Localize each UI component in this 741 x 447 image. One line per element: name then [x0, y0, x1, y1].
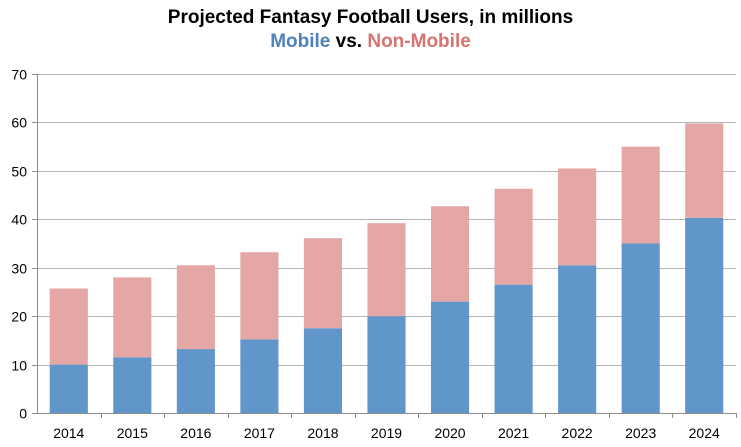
chart-title: Projected Fantasy Football Users, in mil… [167, 7, 574, 28]
y-tick-labels: 0 10 20 30 40 50 60 70 [11, 67, 27, 422]
bar-mobile-2014 [49, 364, 88, 413]
bar-non-mobile-2015 [113, 277, 152, 358]
bar-non-mobile-2024 [685, 123, 724, 218]
x-tick-label-2018: 2018 [307, 425, 338, 441]
y-tick-label-70: 70 [11, 67, 27, 83]
bar-mobile-2017 [240, 339, 279, 413]
subtitle-non-mobile: Non-Mobile [367, 31, 471, 52]
bar-non-mobile-2021 [494, 188, 533, 285]
bar-non-mobile-2020 [430, 206, 470, 302]
x-tick-label-2021: 2021 [498, 425, 529, 441]
subtitle-connector: vs. [330, 31, 368, 52]
y-tick-label-40: 40 [11, 212, 27, 228]
bar-mobile-2020 [430, 301, 470, 413]
bar-mobile-2023 [621, 243, 660, 413]
bar-mobile-2015 [113, 357, 152, 413]
chart-title-block: Projected Fantasy Football Users, in mil… [0, 6, 741, 54]
bar-non-mobile-2019 [367, 223, 406, 317]
x-tick-label-2017: 2017 [244, 425, 275, 441]
x-tick-label-2014: 2014 [53, 425, 84, 441]
bar-non-mobile-2016 [176, 265, 215, 350]
chart-subtitle: Mobile vs. Non-Mobile [0, 30, 741, 54]
bar-mobile-2024 [685, 217, 724, 413]
bar-mobile-2018 [303, 328, 343, 413]
axes [32, 74, 737, 418]
y-tick-label-20: 20 [11, 309, 27, 325]
grid-lines [37, 74, 736, 366]
bar-mobile-2022 [558, 265, 597, 413]
y-tick-label-0: 0 [19, 406, 27, 422]
x-tick-label-2015: 2015 [117, 425, 148, 441]
x-tick-label-2024: 2024 [689, 425, 720, 441]
bar-mobile-2019 [367, 316, 406, 413]
x-tick-label-2016: 2016 [180, 425, 211, 441]
bars [49, 123, 724, 413]
x-tick-label-2022: 2022 [562, 425, 593, 441]
bar-mobile-2016 [176, 349, 215, 413]
x-tick-labels: 2014 2015 2016 2017 2018 2019 2020 2021 2022 2023… [53, 425, 720, 441]
bar-non-mobile-2022 [558, 168, 597, 266]
y-tick-label-60: 60 [11, 115, 27, 131]
y-tick-label-50: 50 [11, 164, 27, 180]
subtitle-mobile: Mobile [270, 31, 331, 52]
bar-non-mobile-2018 [303, 238, 343, 329]
y-tick-label-10: 10 [11, 358, 27, 374]
x-tick-label-2019: 2019 [371, 425, 402, 441]
bar-non-mobile-2023 [621, 146, 660, 244]
bar-non-mobile-2014 [49, 288, 88, 365]
x-tick-label-2020: 2020 [434, 425, 465, 441]
y-tick-label-30: 30 [11, 261, 27, 277]
bar-mobile-2021 [494, 284, 533, 413]
x-tick-label-2023: 2023 [625, 425, 656, 441]
bar-non-mobile-2017 [240, 252, 279, 340]
